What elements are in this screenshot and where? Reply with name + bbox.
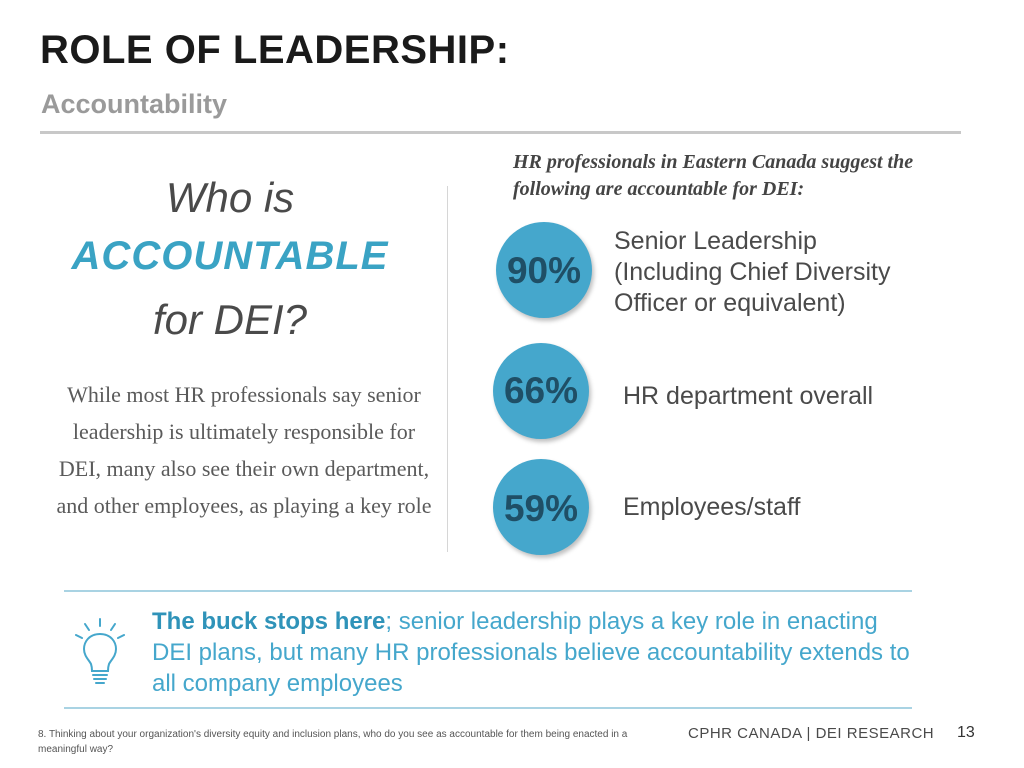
page-number: 13 [957,724,975,741]
stat-label-line: HR department overall [623,382,874,410]
stat-circle [496,222,592,318]
left-body-text: While most HR professionals say senior l… [56,382,432,518]
callout-text: The buck stops here; senior leadership p… [152,606,912,699]
callout-divider-bottom [64,707,912,709]
callout-bold: The buck stops here [152,608,386,635]
lightbulb-icon [70,615,130,690]
question-line-3: for DEI? [152,296,308,343]
stat-value: 59% [503,488,579,529]
vertical-divider [447,186,448,552]
chart-intro: HR professionals in Eastern Canada sugge… [513,151,914,200]
question-line-2: ACCOUNTABLE [71,234,389,278]
slide-title: ROLE OF LEADERSHIP: [40,28,510,72]
question-line-1: Who is [165,174,295,221]
stat-label: HR department overall [623,381,873,412]
stat-value: 66% [503,370,579,411]
stat-circle [493,343,589,439]
stat-label-line: Employees/staff [623,493,801,521]
stat-circle [493,459,589,555]
callout-rest: ; senior leadership plays a key role in … [152,608,910,697]
footnote: 8. Thinking about your organization's di… [38,729,628,755]
stat-label: Employees/staff [623,492,800,523]
title-divider [40,131,961,134]
stat-label-line: Officer or equivalent) [614,289,846,317]
stat-label: Senior Leadership (Including Chief Diver… [614,226,891,319]
stat-label-line: Senior Leadership [614,227,817,255]
stat-value: 90% [506,250,582,291]
callout-divider-top [64,590,912,592]
footer-brand: CPHR CANADA | DEI RESEARCH [688,725,935,742]
slide-subtitle: Accountability [41,89,228,119]
stat-label-line: (Including Chief Diversity [614,258,891,286]
